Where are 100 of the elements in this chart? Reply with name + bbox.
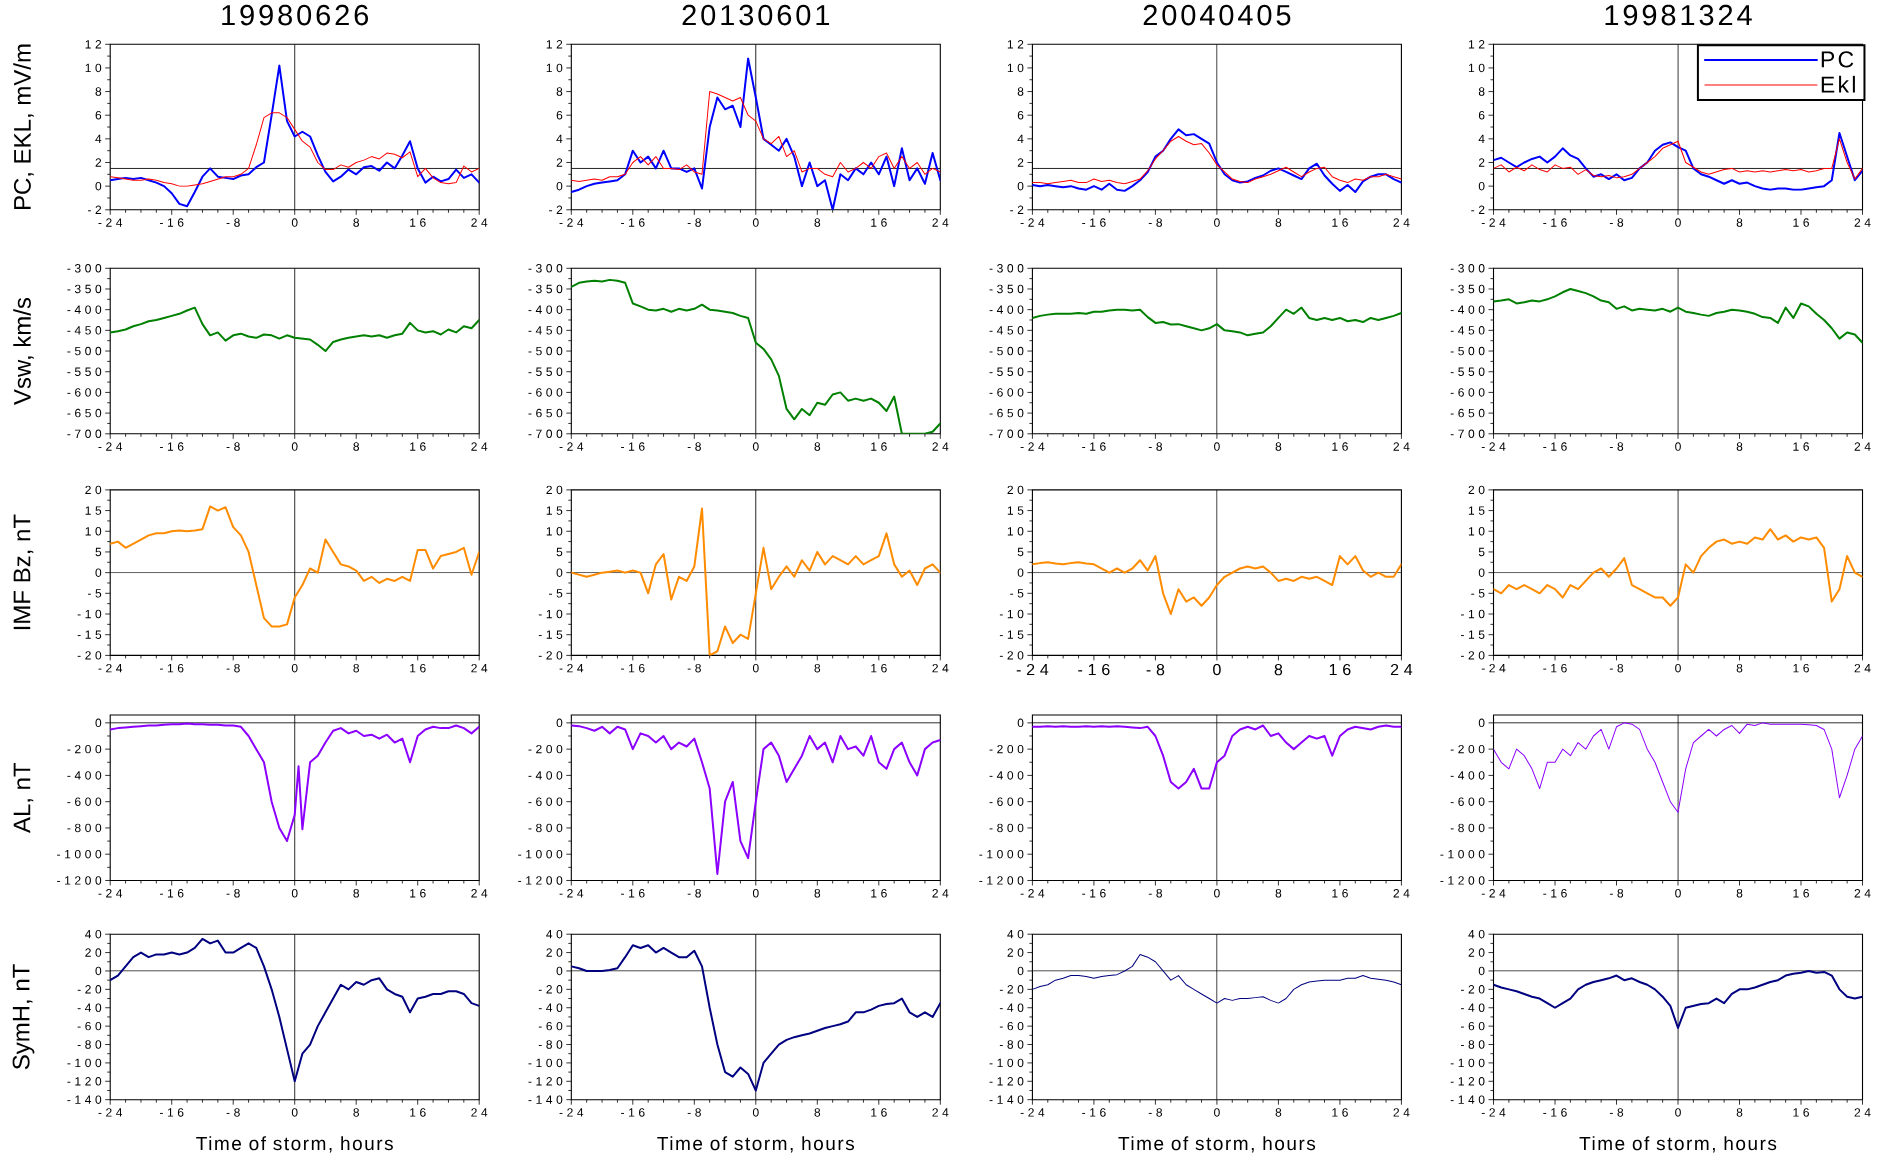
y-axis-title: IMF Bz, nT	[13, 514, 34, 630]
x-tick-label: - 8	[687, 1108, 701, 1117]
y-tick-label: 4 0	[546, 929, 563, 939]
x-tick-label: 1 6	[871, 663, 887, 673]
x-tick-label: 8	[1736, 442, 1743, 451]
x-tick-label: 2 4	[1393, 218, 1410, 227]
x-tick-label: 0	[291, 663, 298, 673]
x-tick-label: 0	[1675, 663, 1681, 673]
y-tick-label: - 4 0 0	[67, 771, 102, 780]
x-tick-label: 8	[1736, 218, 1743, 227]
x-tick-label: 1 6	[410, 1108, 426, 1117]
x-tick-label: 8	[353, 1108, 360, 1117]
y-tick-label: 0	[95, 718, 102, 728]
x-tick-label: 0	[1214, 889, 1220, 898]
y-tick-label: - 8 0	[77, 1040, 102, 1049]
y-tick-label: 5	[556, 547, 563, 557]
x-tick-label: 8	[1736, 889, 1743, 898]
y-tick-label: - 6 0	[999, 1021, 1024, 1031]
x-tick-label: - 2 4	[1016, 663, 1049, 676]
y-tick-label: - 6 0 0	[528, 797, 563, 806]
x-tick-label: 2 4	[1854, 889, 1871, 898]
x-tick-label: - 2 4	[98, 442, 123, 451]
y-tick-label: - 1 5	[538, 630, 563, 639]
y-tick-label: - 7 0 0	[1450, 429, 1485, 439]
x-tick-label: 2 4	[1854, 663, 1871, 673]
y-tick-label: 0	[95, 966, 102, 976]
x-tick-label: - 2 4	[98, 218, 123, 227]
x-tick-label: - 8	[226, 889, 240, 898]
x-axis-title: Time of storm, hours	[657, 1136, 855, 1153]
y-tick-label: 6	[95, 110, 102, 120]
x-tick-label: - 1 6	[1082, 889, 1106, 898]
y-tick-label: - 1 0 0	[989, 1058, 1024, 1068]
y-tick-label: 1 0	[1468, 527, 1485, 536]
x-tick-label: - 2 4	[559, 889, 584, 898]
y-tick-label: - 1 4 0	[528, 1095, 563, 1104]
legend-label: PC	[1821, 51, 1854, 68]
y-tick-label: - 5 5 0	[67, 367, 102, 376]
y-tick-label: - 1 5	[999, 630, 1024, 639]
x-tick-label: - 2 4	[1481, 442, 1506, 451]
y-tick-label: - 4 0 0	[1450, 305, 1485, 314]
x-tick-label: - 1 6	[1543, 442, 1567, 451]
x-tick-label: 1 6	[1793, 663, 1809, 673]
x-tick-label: - 8	[687, 889, 701, 898]
y-tick-label: - 6 0 0	[528, 388, 563, 397]
y-tick-label: 2 0	[546, 485, 563, 495]
x-tick-label: 2 4	[1393, 1108, 1410, 1117]
x-tick-label: 0	[291, 218, 298, 227]
x-tick-label: - 8	[226, 442, 240, 451]
x-tick-label: 2 4	[471, 442, 488, 451]
y-tick-label: - 2 0 0	[67, 744, 102, 754]
y-tick-label: - 1 5	[77, 630, 102, 639]
y-tick-label: - 1 0 0	[528, 1058, 563, 1068]
y-tick-label: 1 0	[1468, 63, 1485, 73]
x-tick-label: 1 6	[871, 1108, 887, 1117]
y-tick-label: 8	[1478, 87, 1485, 96]
y-tick-label: 1 5	[546, 506, 563, 515]
y-tick-label: - 3 5 0	[528, 284, 563, 294]
y-tick-label: - 3 0 0	[67, 264, 102, 273]
x-tick-label: 0	[1675, 442, 1681, 451]
x-tick-label: - 2 4	[559, 663, 584, 673]
y-tick-label: - 5 0 0	[528, 346, 563, 356]
y-tick-label: - 1 4 0	[67, 1095, 102, 1104]
legend-label: Ekl	[1821, 75, 1855, 93]
y-tick-label: 6	[1017, 110, 1024, 120]
x-tick-label: 0	[1675, 218, 1681, 227]
y-tick-label: - 4 0 0	[989, 771, 1024, 780]
y-tick-label: - 4 5 0	[989, 326, 1024, 335]
x-tick-label: 1 6	[1793, 442, 1809, 451]
y-tick-label: - 1 0 0 0	[518, 849, 563, 859]
y-tick-label: 0	[1017, 181, 1024, 191]
x-tick-label: 8	[1275, 218, 1282, 227]
x-tick-label: - 1 6	[1082, 442, 1106, 451]
y-tick-label: 0	[1478, 568, 1485, 577]
y-tick-label: 0	[556, 181, 563, 191]
y-tick-label: - 4 0 0	[989, 305, 1024, 314]
y-tick-label: - 5	[549, 589, 563, 598]
y-tick-label: - 4 0 0	[528, 305, 563, 314]
y-tick-label: - 2	[1010, 205, 1024, 214]
y-tick-label: 1 5	[1007, 506, 1024, 515]
y-tick-label: 2 0	[85, 948, 102, 957]
x-tick-label: - 1 6	[159, 889, 184, 898]
x-tick-label: 8	[1275, 889, 1282, 898]
y-tick-label: 5	[95, 547, 102, 557]
x-tick-label: - 1 6	[621, 889, 645, 898]
y-tick-label: 2 0	[1007, 485, 1024, 495]
y-tick-label: - 5 5 0	[528, 367, 563, 376]
x-tick-label: - 8	[226, 1108, 240, 1117]
y-tick-label: - 1 0 0 0	[979, 849, 1024, 859]
y-tick-label: - 7 0 0	[528, 429, 563, 439]
y-tick-label: - 1 4 0	[1450, 1095, 1485, 1104]
y-tick-label: - 6 5 0	[528, 408, 563, 418]
x-tick-label: - 1 6	[621, 1108, 645, 1117]
x-tick-label: 2 4	[471, 1108, 488, 1117]
y-tick-label: - 7 0 0	[989, 429, 1024, 439]
x-tick-label: - 2 4	[559, 1108, 584, 1117]
y-tick-label: - 6 0	[538, 1021, 563, 1031]
x-tick-label: 2 4	[932, 663, 949, 673]
y-tick-label: 2	[95, 158, 102, 167]
x-tick-label: 8	[1736, 663, 1743, 673]
y-tick-label: - 4 0	[1460, 1003, 1485, 1012]
